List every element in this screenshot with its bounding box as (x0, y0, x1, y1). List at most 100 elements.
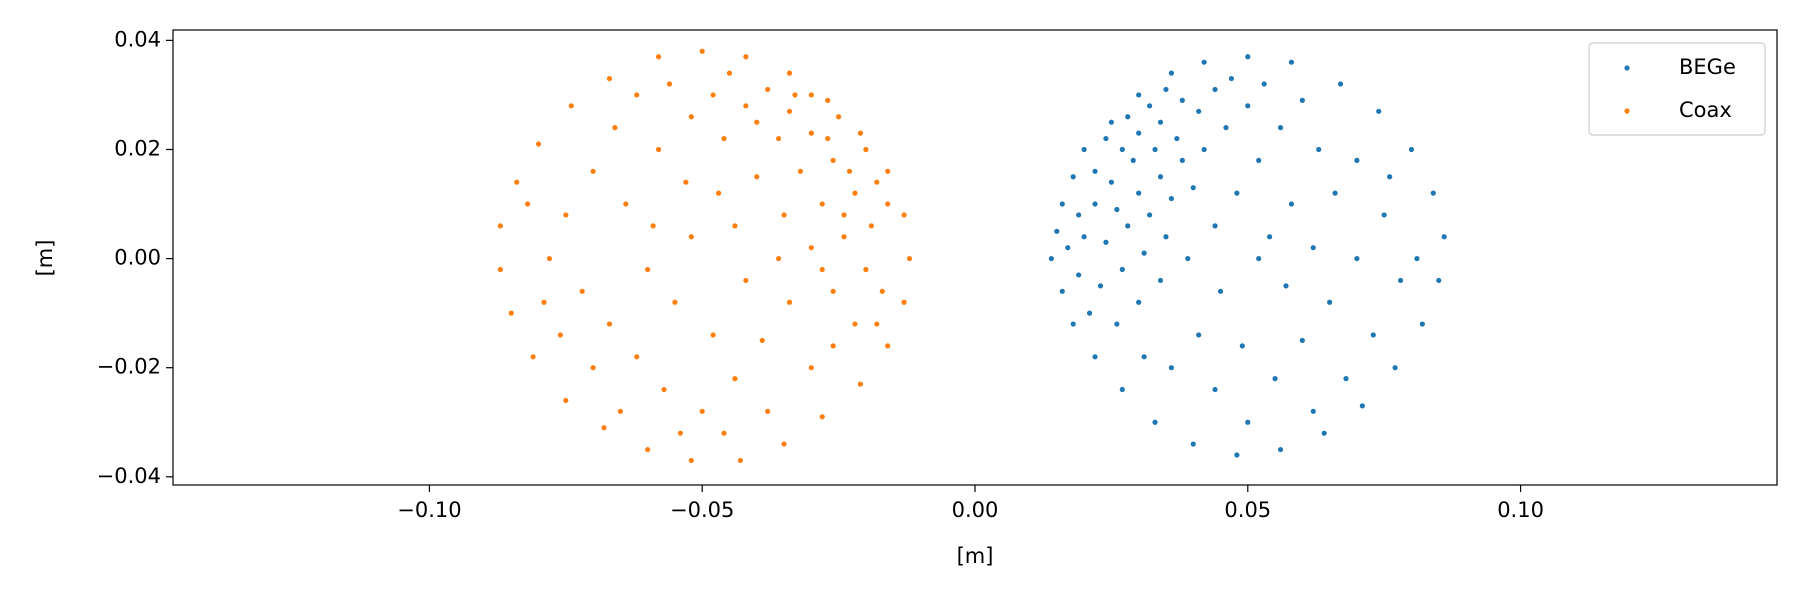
scatter-point (1212, 86, 1218, 93)
y-tick-label: −0.04 (97, 464, 161, 488)
scatter-point (1201, 59, 1207, 65)
legend-box (1588, 42, 1766, 136)
scatter-point (1245, 54, 1251, 60)
scatter-point (765, 408, 771, 414)
scatter-point (841, 234, 847, 240)
scatter-point (1196, 332, 1202, 338)
scatter-point (541, 299, 547, 305)
scatter-point (1321, 430, 1327, 436)
scatter-point (721, 135, 727, 142)
scatter-point (1130, 157, 1136, 163)
scatter-point (1163, 86, 1169, 93)
y-tick-label: 0.04 (114, 27, 161, 51)
scatter-point (781, 212, 787, 218)
y-tick-label: −0.02 (97, 355, 161, 379)
scatter-point (1168, 365, 1175, 371)
scatter-point (1136, 130, 1142, 136)
scatter-point (1070, 321, 1076, 327)
scatter-point (497, 266, 503, 273)
scatter-point (1419, 321, 1425, 327)
scatter-point (666, 81, 673, 87)
scatter-point (863, 146, 869, 153)
scatter-point (874, 179, 880, 185)
scatter-point (1108, 119, 1114, 125)
scatter-point (885, 201, 891, 207)
scatter-point (819, 201, 825, 207)
scatter-point (1136, 92, 1142, 98)
scatter-point (1070, 174, 1076, 180)
scatter-point (863, 266, 869, 273)
scatter-point (1234, 190, 1240, 196)
scatter-point (688, 114, 694, 120)
y-axis-label: [m] (33, 240, 57, 277)
scatter-point (1054, 228, 1060, 234)
scatter-point (1354, 255, 1360, 262)
scatter-point (645, 446, 651, 453)
scatter-point (1119, 266, 1125, 273)
scatter-point (1392, 365, 1398, 371)
scatter-point (1354, 157, 1360, 163)
scatter-point (819, 414, 825, 420)
x-tick-label: 0.00 (952, 498, 999, 522)
scatter-point (852, 190, 858, 196)
scatter-point (1179, 97, 1185, 103)
scatter-point (1092, 168, 1098, 174)
scatter-point (808, 245, 814, 251)
scatter-point (1092, 201, 1098, 207)
scatter-point (743, 103, 749, 109)
legend-marker (1624, 108, 1630, 114)
scatter-point (1277, 125, 1284, 131)
scatter-point (1086, 310, 1093, 316)
x-tick-label: 0.05 (1224, 498, 1271, 522)
scatter-point (1059, 201, 1065, 207)
scatter-point (786, 299, 793, 305)
x-tick-label: −0.05 (670, 498, 734, 522)
scatter-point (1146, 212, 1153, 218)
scatter-point (1201, 146, 1207, 153)
scatter-point (885, 343, 891, 349)
scatter-point (1141, 250, 1147, 256)
scatter-point (497, 223, 503, 229)
scatter-point (1430, 190, 1436, 196)
legend-label: BEGe (1679, 55, 1736, 79)
scatter-point (1316, 146, 1322, 153)
scatter-point (1261, 81, 1267, 87)
scatter-point (612, 125, 618, 131)
scatter-point (836, 114, 842, 120)
scatter-point (655, 146, 662, 153)
scatter-point (1081, 234, 1087, 240)
scatter-point (1223, 125, 1229, 131)
y-tick-label: 0.00 (114, 246, 161, 270)
scatter-point (901, 299, 907, 305)
scatter-point (1327, 299, 1333, 305)
scatter-point (535, 141, 542, 147)
scatter-point (568, 103, 574, 109)
scatter-point (1256, 255, 1262, 262)
scatter-point (1332, 190, 1338, 196)
legend-label: Coax (1679, 98, 1732, 122)
scatter-point (808, 92, 814, 98)
scatter-point (1337, 81, 1344, 87)
scatter-point (1239, 343, 1245, 349)
scatter-point (1234, 452, 1240, 458)
scatter-point (1228, 75, 1235, 82)
scatter-point (514, 179, 520, 185)
y-tick-label: 0.02 (114, 136, 161, 160)
scatter-point (1277, 446, 1284, 453)
scatter-point (1196, 108, 1202, 114)
scatter-point (1048, 255, 1054, 262)
scatter-point (830, 343, 836, 349)
scatter-point (879, 288, 885, 294)
scatter-point (1299, 337, 1305, 344)
scatter-point (874, 321, 880, 327)
scatter-point (786, 108, 793, 114)
scatter-point (579, 288, 585, 294)
scatter-point (732, 223, 738, 229)
plot-frame (172, 29, 1778, 486)
scatter-point (1212, 386, 1218, 393)
scatter-point (797, 168, 804, 174)
scatter-point (563, 212, 569, 218)
scatter-point (765, 86, 771, 93)
scatter-point (710, 332, 716, 338)
scatter-point (1245, 103, 1251, 109)
